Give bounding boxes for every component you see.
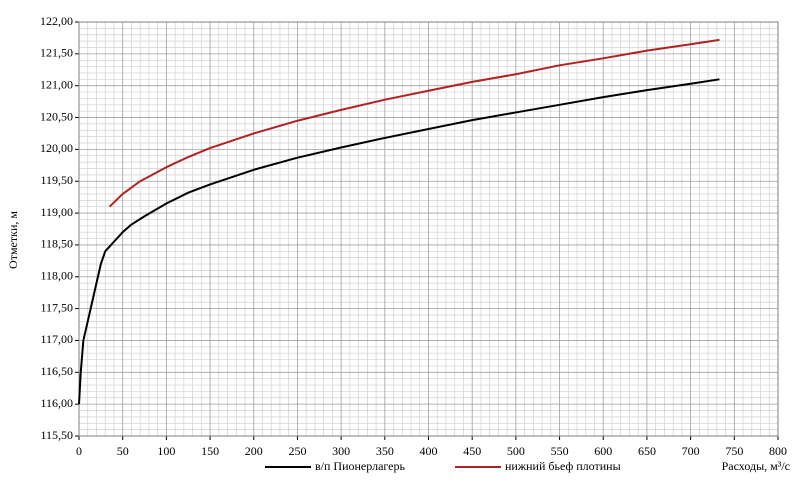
legend-label: нижний бьеф плотины bbox=[505, 459, 621, 473]
x-tick-label: 0 bbox=[76, 444, 82, 458]
y-tick-label: 116,00 bbox=[40, 396, 73, 410]
x-tick-label: 550 bbox=[551, 444, 569, 458]
y-tick-label: 121,00 bbox=[40, 77, 73, 91]
y-tick-label: 118,00 bbox=[40, 269, 73, 283]
x-tick-label: 100 bbox=[157, 444, 175, 458]
y-tick-label: 120,50 bbox=[40, 109, 73, 123]
y-tick-label: 118,50 bbox=[40, 237, 73, 251]
y-tick-label: 117,50 bbox=[40, 300, 73, 314]
x-tick-label: 300 bbox=[332, 444, 350, 458]
x-tick-label: 700 bbox=[682, 444, 700, 458]
x-tick-label: 500 bbox=[507, 444, 525, 458]
x-tick-label: 150 bbox=[201, 444, 219, 458]
y-tick-label: 119,00 bbox=[40, 205, 73, 219]
y-tick-label: 116,50 bbox=[40, 364, 73, 378]
x-tick-label: 650 bbox=[638, 444, 656, 458]
y-tick-label: 119,50 bbox=[40, 173, 73, 187]
plot-frame bbox=[78, 21, 779, 437]
y-axis-label: Отметки, м bbox=[6, 211, 20, 269]
x-tick-label: 600 bbox=[594, 444, 612, 458]
legend-label: в/п Пионерлагерь bbox=[315, 459, 406, 473]
y-tick-label: 117,00 bbox=[40, 332, 73, 346]
x-tick-label: 200 bbox=[245, 444, 263, 458]
y-tick-label: 115,50 bbox=[40, 428, 73, 442]
y-tick-label: 122,00 bbox=[40, 14, 73, 28]
y-tick-label: 121,50 bbox=[40, 46, 73, 60]
x-tick-label: 250 bbox=[288, 444, 306, 458]
x-tick-label: 450 bbox=[463, 444, 481, 458]
series-line bbox=[78, 78, 720, 405]
y-tick-label: 120,00 bbox=[40, 141, 73, 155]
x-tick-label: 350 bbox=[376, 444, 394, 458]
x-tick-label: 750 bbox=[725, 444, 743, 458]
x-tick-label: 50 bbox=[117, 444, 129, 458]
x-tick-label: 400 bbox=[420, 444, 438, 458]
x-axis-label: Расходы, м³/с bbox=[722, 459, 790, 473]
series-line bbox=[108, 38, 720, 208]
x-tick-label: 800 bbox=[769, 444, 787, 458]
